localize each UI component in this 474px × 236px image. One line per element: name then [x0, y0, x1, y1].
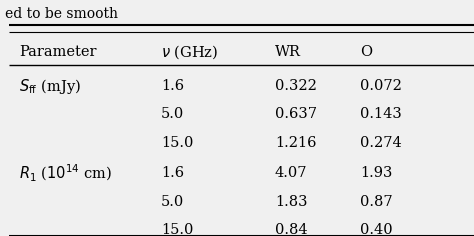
Text: O: O [360, 45, 373, 59]
Text: 1.6: 1.6 [161, 166, 184, 181]
Text: 5.0: 5.0 [161, 107, 184, 122]
Text: 1.93: 1.93 [360, 166, 392, 181]
Text: ed to be smooth: ed to be smooth [5, 7, 118, 21]
Text: 0.143: 0.143 [360, 107, 402, 122]
Text: WR: WR [275, 45, 301, 59]
Text: 0.637: 0.637 [275, 107, 317, 122]
Text: 0.072: 0.072 [360, 79, 402, 93]
Text: $\nu$ (GHz): $\nu$ (GHz) [161, 43, 219, 61]
Text: 0.84: 0.84 [275, 223, 308, 236]
Text: 0.87: 0.87 [360, 195, 393, 209]
Text: 1.6: 1.6 [161, 79, 184, 93]
Text: 1.216: 1.216 [275, 136, 317, 150]
Text: Parameter: Parameter [19, 45, 97, 59]
Text: 5.0: 5.0 [161, 195, 184, 209]
Text: 4.07: 4.07 [275, 166, 308, 181]
Text: 0.274: 0.274 [360, 136, 402, 150]
Text: $R_1$ ($10^{14}$ cm): $R_1$ ($10^{14}$ cm) [19, 163, 112, 184]
Text: 0.40: 0.40 [360, 223, 393, 236]
Text: 15.0: 15.0 [161, 223, 193, 236]
Text: $S_{\rm ff}$ (mJy): $S_{\rm ff}$ (mJy) [19, 77, 81, 96]
Text: 0.322: 0.322 [275, 79, 317, 93]
Text: 15.0: 15.0 [161, 136, 193, 150]
Text: 1.83: 1.83 [275, 195, 308, 209]
